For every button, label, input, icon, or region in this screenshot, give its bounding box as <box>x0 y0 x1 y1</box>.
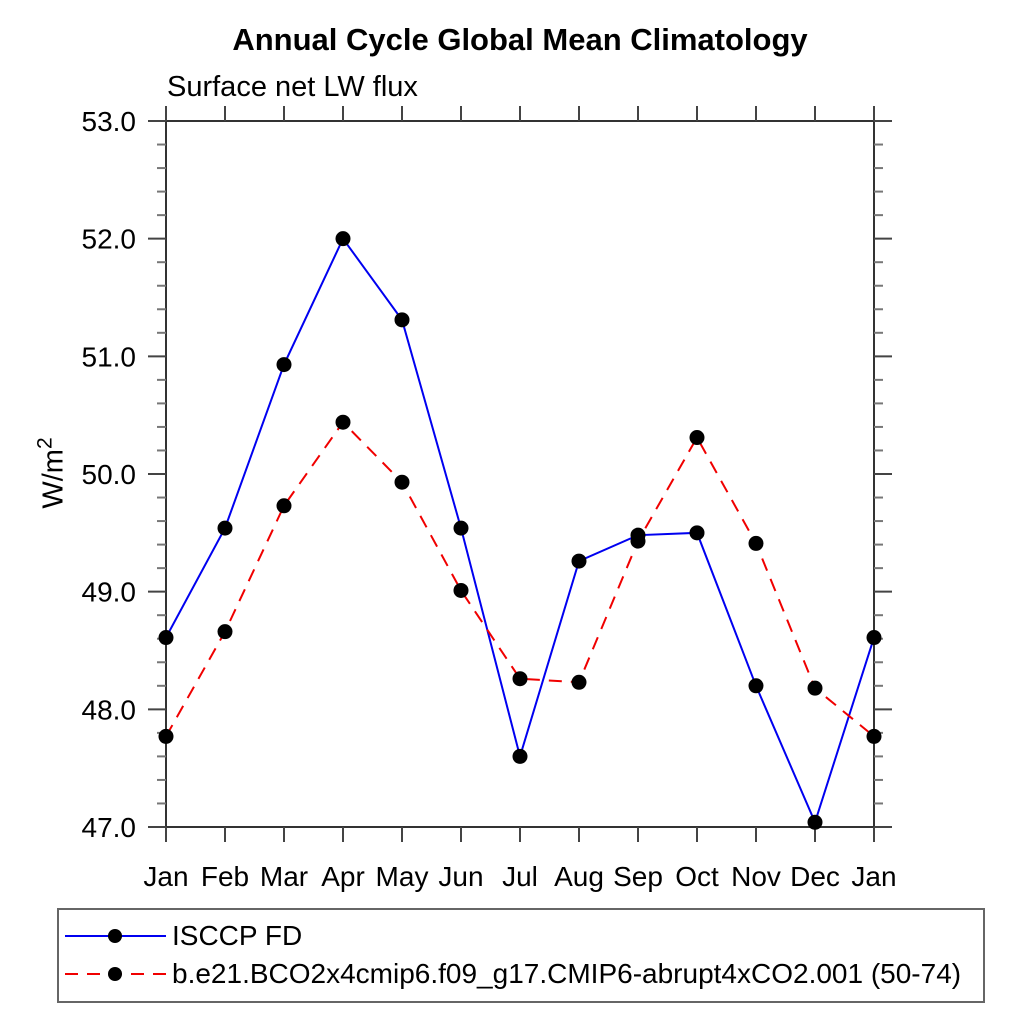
legend-item-model: b.e21.BCO2x4cmip6.f09_g17.CMIP6-abrupt4x… <box>62 955 983 993</box>
x-tick-label: Dec <box>790 861 840 892</box>
data-point-s1 <box>512 671 528 687</box>
legend-item-observation: ISCCP FD <box>62 917 983 955</box>
data-point-s0 <box>453 520 469 536</box>
data-point-s1 <box>689 430 705 446</box>
data-point-s1 <box>335 414 351 430</box>
data-point-s1 <box>630 533 646 549</box>
data-point-s1 <box>158 728 174 744</box>
chart-subtitle: Surface net LW flux <box>167 71 418 103</box>
data-point-s0 <box>512 748 528 764</box>
x-tick-label: Jan <box>143 861 188 892</box>
data-point-s0 <box>748 678 764 694</box>
legend-label-observation: ISCCP FD <box>172 920 303 951</box>
x-tick-label: Feb <box>201 861 249 892</box>
x-tick-label: Mar <box>260 861 308 892</box>
data-point-s1 <box>276 498 292 514</box>
data-point-s0 <box>394 312 410 328</box>
legend-label-model: b.e21.BCO2x4cmip6.f09_g17.CMIP6-abrupt4x… <box>172 958 962 989</box>
x-tick-label: Nov <box>731 861 781 892</box>
data-point-s1 <box>217 624 233 640</box>
data-point-s1 <box>394 474 410 490</box>
legend-line-sample-solid <box>65 929 166 943</box>
y-tick-label: 50.0 <box>82 459 137 490</box>
data-point-s1 <box>807 680 823 696</box>
data-point-s1 <box>453 582 469 598</box>
data-point-s0 <box>335 231 351 247</box>
x-tick-label: Oct <box>675 861 719 892</box>
y-tick-label: 52.0 <box>82 224 137 255</box>
x-tick-label: May <box>376 861 429 892</box>
y-tick-label: 47.0 <box>82 812 137 843</box>
data-point-s1 <box>571 674 587 690</box>
chart-title: Annual Cycle Global Mean Climatology <box>232 22 808 57</box>
y-tick-label: 48.0 <box>82 694 137 725</box>
data-point-s0 <box>866 630 882 646</box>
legend-line-sample-dashed <box>65 967 166 981</box>
data-point-s0 <box>158 630 174 646</box>
series-line-1 <box>165 420 875 738</box>
data-point-s0 <box>807 814 823 830</box>
x-tick-label: Jan <box>851 861 896 892</box>
legend-sample-marker <box>108 967 122 981</box>
x-tick-label: Sep <box>613 861 663 892</box>
data-point-s1 <box>748 535 764 551</box>
x-tick-label: Aug <box>554 861 604 892</box>
x-tick-label: Jul <box>502 861 538 892</box>
legend-sample-marker <box>108 929 122 943</box>
data-point-s0 <box>217 520 233 536</box>
data-point-s0 <box>571 553 587 569</box>
y-tick-label: 49.0 <box>82 577 137 608</box>
data-point-s0 <box>276 357 292 373</box>
y-tick-label: 51.0 <box>82 341 137 372</box>
x-tick-label: Apr <box>321 861 365 892</box>
y-tick-label: 53.0 <box>82 106 137 137</box>
x-tick-label: Jun <box>438 861 483 892</box>
legend-box: ISCCP FD b.e21.BCO2x4cmip6.f09_g17.CMIP6… <box>57 908 985 1003</box>
data-point-s1 <box>866 728 882 744</box>
data-point-s0 <box>689 525 705 541</box>
